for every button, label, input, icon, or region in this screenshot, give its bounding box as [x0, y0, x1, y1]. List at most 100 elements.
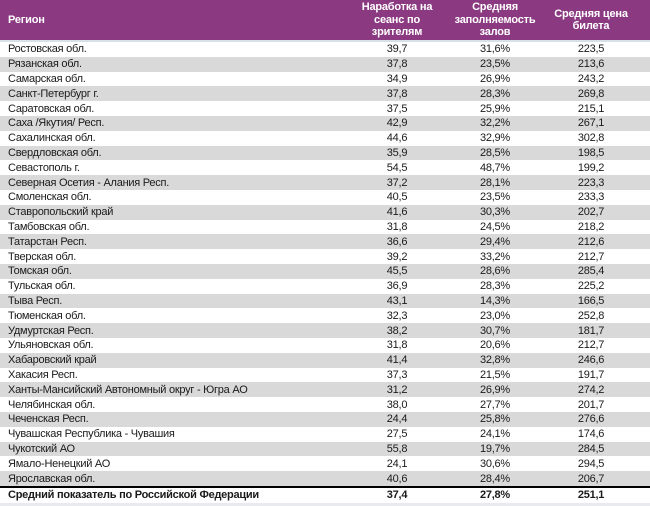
region-cell: Ямало-Ненецкий АО: [8, 457, 111, 470]
value-cell: 28,3%: [480, 87, 510, 100]
value-cell: 39,2: [386, 250, 408, 263]
value-cell: 45,5: [386, 265, 408, 278]
region-cell: Хакасия Респ.: [8, 368, 78, 381]
table-row: Севастополь г. 54,5 48,7% 199,2: [0, 160, 650, 176]
table-row: Челябинская обл. 38,0 27,7% 201,7: [0, 397, 650, 412]
table-row: Смоленская обл. 40,5 23,5% 233,3: [0, 189, 650, 205]
value-cell: 33,2%: [480, 250, 510, 263]
table-row: Ростовская обл. 39,7 31,6% 223,5: [0, 42, 650, 57]
value-cell: 246,6: [577, 354, 605, 367]
region-cell: Сахалинская обл.: [8, 132, 96, 145]
value-cell: 284,5: [577, 442, 605, 455]
value-cell: 24,1%: [480, 428, 510, 441]
table-row: Ярославская обл. 40,6 28,4% 206,7: [0, 471, 650, 486]
region-cell: Томская обл.: [8, 265, 72, 278]
table-row: Чукотский АО 55,8 19,7% 284,5: [0, 441, 650, 457]
table-row: Чувашская Республика - Чувашия 27,5 24,1% 1…: [0, 426, 650, 442]
table-row: Тюменская обл. 32,3 23,0% 252,8: [0, 308, 650, 324]
total-sessions-value: 37,4: [386, 489, 408, 502]
region-cell: Ярославская обл.: [8, 472, 96, 485]
value-cell: 269,8: [577, 87, 605, 100]
value-cell: 40,5: [386, 191, 408, 204]
value-cell: 31,6%: [480, 43, 510, 56]
region-cell: Саха /Якутия/ Респ.: [8, 117, 105, 130]
value-cell: 285,4: [577, 265, 605, 278]
table-row: Северная Осетия - Алания Респ. 37,2 28,1% 2…: [0, 175, 650, 190]
table-total-row: Средний показатель по Российской Федерац…: [0, 485, 650, 503]
table-row: Ульяновская обл. 31,8 20,6% 212,7: [0, 337, 650, 353]
value-cell: 40,6: [386, 472, 408, 485]
value-cell: 213,6: [577, 58, 605, 71]
value-cell: 48,7%: [480, 161, 510, 174]
value-cell: 41,6: [386, 206, 408, 219]
value-cell: 26,9%: [480, 383, 510, 396]
value-cell: 267,1: [577, 117, 605, 130]
region-cell: Тамбовская обл.: [8, 220, 90, 233]
region-cell: Севастополь г.: [8, 161, 80, 174]
region-cell: Санкт-Петербург г.: [8, 87, 99, 100]
value-cell: 36,9: [386, 280, 408, 293]
value-cell: 20,6%: [480, 339, 510, 352]
value-cell: 24,1: [386, 457, 408, 470]
value-cell: 198,5: [577, 146, 605, 159]
value-cell: 23,0%: [480, 309, 510, 322]
region-cell: Ульяновская обл.: [8, 339, 94, 352]
region-cell: Ростовская обл.: [8, 43, 87, 56]
column-header-average-occupancy: Средняя заполняемость залов: [454, 1, 536, 39]
value-cell: 41,4: [386, 354, 408, 367]
region-cell: Северная Осетия - Алания Респ.: [8, 176, 170, 189]
value-cell: 19,7%: [480, 442, 510, 455]
table-row: Хабаровский край 41,4 32,8% 246,6: [0, 352, 650, 368]
value-cell: 14,3%: [480, 294, 510, 307]
value-cell: 24,5%: [480, 220, 510, 233]
region-cell: Тюменская обл.: [8, 309, 86, 322]
value-cell: 26,9%: [480, 72, 510, 85]
value-cell: 37,2: [386, 176, 408, 189]
value-cell: 32,2%: [480, 117, 510, 130]
table-row: Саха /Якутия/ Респ. 42,9 32,2% 267,1: [0, 115, 650, 131]
region-cell: Тверская обл.: [8, 250, 77, 263]
value-cell: 38,2: [386, 324, 408, 337]
region-cell: Ставропольский край: [8, 206, 114, 219]
table-row: Санкт-Петербург г. 37,8 28,3% 269,8: [0, 86, 650, 102]
value-cell: 30,7%: [480, 324, 510, 337]
value-cell: 223,5: [577, 43, 605, 56]
value-cell: 212,7: [577, 339, 605, 352]
region-cell: Чеченская Респ.: [8, 413, 89, 426]
table-row: Томская обл. 45,5 28,6% 285,4: [0, 263, 650, 279]
value-cell: 233,3: [577, 191, 605, 204]
table-body: Ростовская обл. 39,7 31,6% 223,5 Рязанская о…: [0, 42, 650, 486]
value-cell: 30,6%: [480, 457, 510, 470]
table-row: Чеченская Респ. 24,4 25,8% 276,6: [0, 411, 650, 427]
region-cell: Хабаровский край: [8, 354, 97, 367]
value-cell: 174,6: [577, 428, 605, 441]
value-cell: 37,3: [386, 368, 408, 381]
value-cell: 27,7%: [480, 398, 510, 411]
total-price-value: 251,1: [577, 489, 605, 502]
table-row: Рязанская обл. 37,8 23,5% 213,6: [0, 56, 650, 72]
value-cell: 35,9: [386, 146, 408, 159]
value-cell: 212,7: [577, 250, 605, 263]
table-row: Татарстан Респ. 36,6 29,4% 212,6: [0, 234, 650, 250]
region-cell: Смоленская обл.: [8, 191, 92, 204]
table-row: Удмуртская Респ. 38,2 30,7% 181,7: [0, 323, 650, 338]
value-cell: 212,6: [577, 235, 605, 248]
column-header-average-ticket-price: Средняя цена билета: [554, 7, 628, 33]
value-cell: 44,6: [386, 132, 408, 145]
value-cell: 37,8: [386, 87, 408, 100]
total-row-label: Средний показатель по Российской Федерац…: [8, 489, 259, 502]
value-cell: 274,2: [577, 383, 605, 396]
value-cell: 32,8%: [480, 354, 510, 367]
value-cell: 181,7: [577, 324, 605, 337]
value-cell: 28,4%: [480, 472, 510, 485]
table-row: Саратовская обл. 37,5 25,9% 215,1: [0, 101, 650, 116]
value-cell: 32,9%: [480, 132, 510, 145]
value-cell: 206,7: [577, 472, 605, 485]
value-cell: 28,3%: [480, 280, 510, 293]
value-cell: 37,8: [386, 58, 408, 71]
value-cell: 201,7: [577, 398, 605, 411]
table-row: Тамбовская обл. 31,8 24,5% 218,2: [0, 219, 650, 235]
value-cell: 24,4: [386, 413, 408, 426]
value-cell: 252,8: [577, 309, 605, 322]
